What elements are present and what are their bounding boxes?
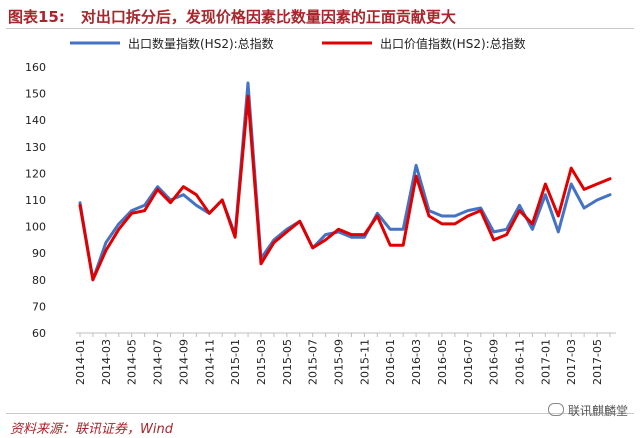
x-tick-label: 2015-09 bbox=[333, 339, 346, 385]
x-tick-label: 2015-11 bbox=[358, 339, 371, 385]
series-line-quantity bbox=[78, 81, 612, 282]
legend-label: 出口数量指数(HS2):总指数 bbox=[128, 36, 274, 51]
x-tick-label: 2014-03 bbox=[100, 339, 113, 385]
title-divider bbox=[6, 28, 634, 29]
source-note: 资料来源：联讯证券，Wind bbox=[10, 422, 173, 437]
x-tick-label: 2015-01 bbox=[229, 339, 242, 385]
y-tick-label: 90 bbox=[32, 247, 46, 260]
x-tick-label: 2016-01 bbox=[384, 339, 397, 385]
watermark-text: 联讯麒麟堂 bbox=[567, 404, 628, 418]
y-tick-label: 140 bbox=[25, 114, 46, 127]
x-tick-label: 2016-05 bbox=[436, 339, 449, 385]
y-tick-label: 120 bbox=[25, 167, 46, 180]
x-tick-label: 2017-03 bbox=[565, 339, 578, 385]
x-tick-label: 2015-05 bbox=[281, 339, 294, 385]
series-line-value bbox=[78, 94, 612, 282]
legend-label: 出口价值指数(HS2):总指数 bbox=[380, 36, 526, 51]
x-tick-label: 2014-11 bbox=[203, 339, 216, 385]
chart-title: 图表15: 对出口拆分后，发现价格因素比数量因素的正面贡献更大 bbox=[8, 6, 456, 27]
x-tick-label: 2014-05 bbox=[126, 339, 139, 385]
x-tick-label: 2016-09 bbox=[488, 339, 501, 385]
x-tick-label: 2014-01 bbox=[74, 339, 87, 385]
y-tick-label: 60 bbox=[32, 327, 46, 340]
figure-title-text: 对出口拆分后，发现价格因素比数量因素的正面贡献更大 bbox=[80, 8, 456, 26]
y-tick-label: 100 bbox=[25, 221, 46, 234]
x-tick-label: 2017-01 bbox=[539, 339, 552, 385]
x-tick-label: 2014-07 bbox=[152, 339, 165, 385]
x-tick-label: 2015-03 bbox=[255, 339, 268, 385]
wechat-icon bbox=[547, 403, 564, 416]
y-tick-label: 160 bbox=[25, 61, 46, 74]
footer-divider bbox=[6, 413, 634, 414]
y-tick-label: 130 bbox=[25, 141, 46, 154]
y-tick-label: 150 bbox=[25, 88, 46, 101]
y-tick-label: 70 bbox=[32, 300, 46, 313]
x-tick-label: 2015-07 bbox=[307, 339, 320, 385]
x-tick-label: 2017-05 bbox=[591, 339, 604, 385]
x-tick-label: 2016-03 bbox=[410, 339, 423, 385]
x-tick-label: 2016-11 bbox=[514, 339, 527, 385]
x-tick-label: 2014-09 bbox=[177, 339, 190, 385]
watermark: 联讯麒麟堂 bbox=[547, 402, 628, 419]
figure-number: 图表15: bbox=[8, 8, 65, 26]
y-tick-label: 80 bbox=[32, 274, 46, 287]
x-tick-label: 2016-07 bbox=[462, 339, 475, 385]
y-tick-label: 110 bbox=[25, 194, 46, 207]
